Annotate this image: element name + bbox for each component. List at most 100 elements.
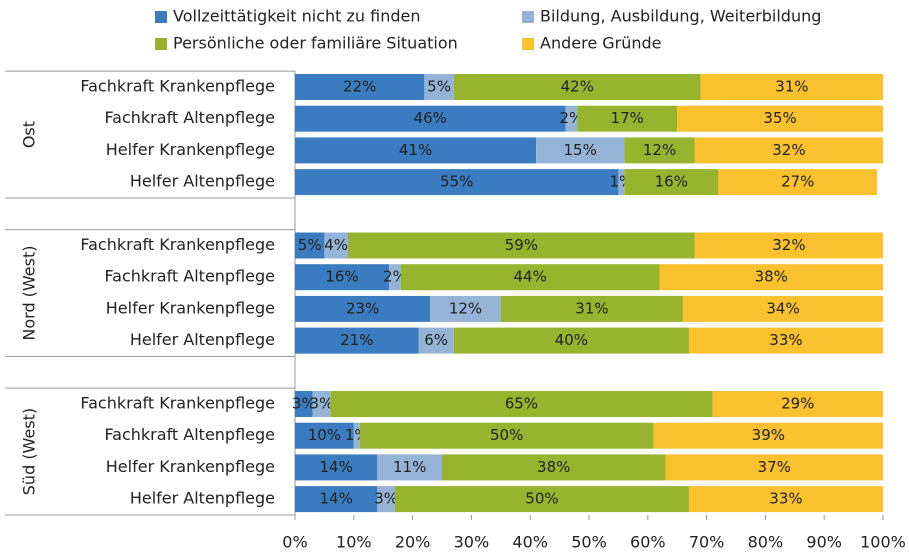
bar-segment (424, 74, 454, 100)
bar-segment (453, 74, 701, 100)
x-tick-label: 100% (860, 533, 906, 552)
bar-segment (618, 169, 625, 196)
seg-label: 5% (427, 78, 451, 96)
seg-label: 44% (514, 268, 547, 286)
category-label: Helfer Altenpflege (130, 489, 275, 508)
x-tick-label: 0% (282, 533, 307, 552)
legend-swatch (522, 38, 534, 50)
seg-label: 31% (575, 299, 608, 317)
seg-label: 14% (319, 458, 352, 476)
bar-segment (700, 74, 883, 100)
bar-segment (324, 232, 348, 259)
bar-segment (295, 105, 566, 132)
seg-label: 32% (772, 141, 805, 159)
legend-swatch (522, 11, 534, 23)
bar-segment (536, 137, 625, 164)
bar-segment (442, 454, 666, 481)
seg-label: 46% (414, 109, 447, 127)
legend-swatch (155, 11, 167, 23)
legend-label: Persönliche oder familiäre Situation (173, 34, 458, 53)
bar-segment (683, 295, 883, 322)
category-label: Helfer Altenpflege (130, 330, 275, 349)
bar-segment (394, 486, 689, 513)
seg-label: 15% (564, 141, 597, 159)
seg-label: 33% (769, 331, 802, 349)
seg-label: 3% (292, 395, 316, 413)
bar-segment (295, 486, 378, 513)
bar-segment (577, 105, 678, 132)
seg-label: 33% (769, 490, 802, 508)
seg-label: 37% (758, 458, 791, 476)
bar-segment (295, 264, 390, 291)
category-label: Fachkraft Altenpflege (104, 267, 275, 286)
seg-label: 65% (505, 395, 538, 413)
bar-segment (688, 486, 883, 513)
group-label: Nord (West) (20, 245, 39, 340)
group-label: Ost (20, 121, 39, 148)
x-tick-label: 50% (571, 533, 607, 552)
bar-segment (295, 74, 425, 100)
seg-label: 40% (555, 331, 588, 349)
seg-label: 27% (781, 173, 814, 191)
bar-segment (295, 295, 431, 322)
bar-segment (659, 264, 883, 291)
group-label: Süd (West) (20, 408, 39, 495)
bar-segment (677, 105, 883, 132)
bar-segment (694, 232, 883, 259)
category-label: Helfer Krankenpflege (106, 140, 275, 159)
seg-label: 42% (561, 78, 594, 96)
category-label: Helfer Altenpflege (130, 172, 275, 191)
bar-segment (430, 295, 501, 322)
seg-label: 17% (611, 109, 644, 127)
category-label: Helfer Krankenpflege (106, 457, 275, 476)
legend-label: Bildung, Ausbildung, Weiterbildung (540, 7, 821, 26)
seg-label: 12% (643, 141, 676, 159)
seg-label: 34% (766, 299, 799, 317)
seg-label: 38% (537, 458, 570, 476)
bar-segment (295, 169, 619, 196)
seg-label: 4% (324, 236, 348, 254)
bar-segment (453, 327, 689, 354)
bar-segment (295, 327, 419, 354)
bar-segment (353, 422, 360, 449)
seg-label: 22% (343, 78, 376, 96)
seg-label: 50% (525, 490, 558, 508)
x-tick-label: 30% (454, 533, 490, 552)
legend-label: Andere Gründe (540, 34, 662, 53)
x-tick-label: 80% (748, 533, 784, 552)
seg-label: 50% (490, 426, 523, 444)
seg-label: 55% (440, 173, 473, 191)
bar-segment (688, 327, 883, 354)
bar-segment (712, 391, 883, 417)
seg-label: 14% (319, 490, 352, 508)
bar-segment (347, 232, 695, 259)
bar-segment (377, 454, 442, 481)
bar-segment (418, 327, 454, 354)
x-tick-label: 70% (689, 533, 725, 552)
seg-label: 11% (393, 458, 426, 476)
bar-segment (389, 264, 401, 291)
bar-segment (295, 232, 325, 259)
bar-segment (653, 422, 883, 449)
seg-label: 41% (399, 141, 432, 159)
category-label: Fachkraft Krankenpflege (80, 77, 275, 96)
seg-label: 6% (424, 331, 448, 349)
seg-label: 38% (755, 268, 788, 286)
x-tick-label: 10% (336, 533, 372, 552)
x-tick-label: 60% (630, 533, 666, 552)
category-label: Fachkraft Krankenpflege (80, 394, 275, 413)
bar-segment (694, 137, 883, 164)
seg-label: 35% (763, 109, 796, 127)
seg-label: 32% (772, 236, 805, 254)
bar-segment (312, 391, 331, 417)
bar-segment (295, 137, 537, 164)
bar-segment (665, 454, 883, 481)
x-tick-label: 40% (512, 533, 548, 552)
bar-segment (718, 169, 878, 196)
seg-label: 12% (449, 299, 482, 317)
x-tick-label: 20% (395, 533, 431, 552)
seg-label: 31% (775, 78, 808, 96)
bar-segment (500, 295, 684, 322)
x-tick-label: 90% (806, 533, 842, 552)
seg-label: 16% (325, 268, 358, 286)
